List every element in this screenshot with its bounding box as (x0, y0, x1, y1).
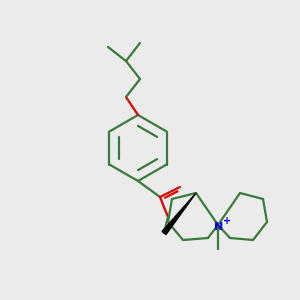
Text: +: + (223, 216, 231, 226)
Text: N: N (214, 222, 224, 232)
Polygon shape (162, 193, 196, 235)
